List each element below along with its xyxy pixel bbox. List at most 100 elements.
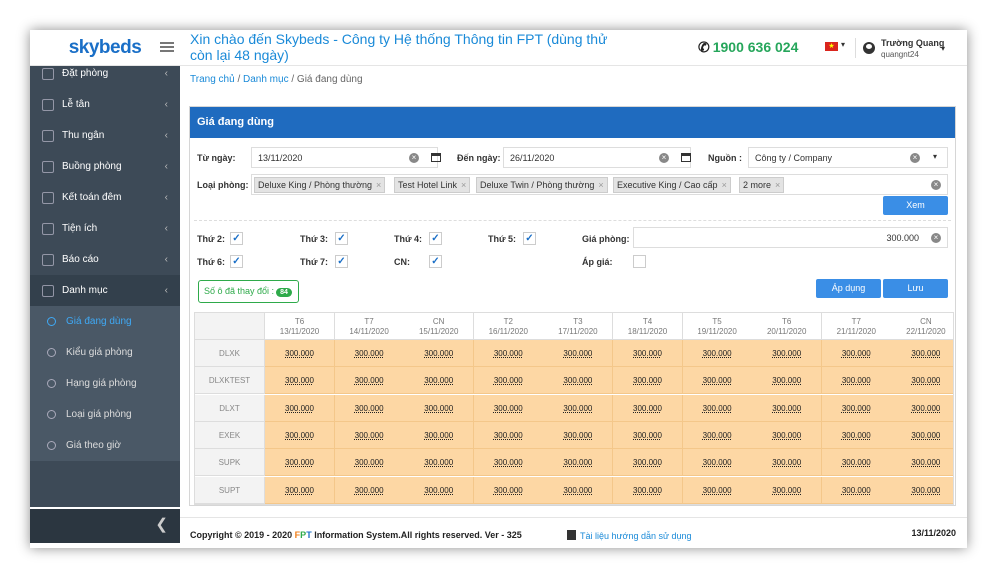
calendar-to-icon[interactable] bbox=[681, 153, 691, 162]
rate-cell[interactable]: 300.000 bbox=[404, 340, 475, 367]
rate-cell[interactable]: 300.000 bbox=[682, 449, 753, 477]
rate-cell[interactable]: 300.000 bbox=[265, 449, 335, 477]
room-type-tag[interactable]: Deluxe Twin / Phòng thường × bbox=[476, 177, 608, 193]
rate-cell[interactable]: 300.000 bbox=[473, 340, 544, 367]
clear-source-icon[interactable]: × bbox=[910, 153, 920, 163]
breadcrumb-home[interactable]: Trang chủ bbox=[190, 74, 235, 85]
rate-cell[interactable]: 300.000 bbox=[473, 449, 544, 477]
rate-cell[interactable]: 300.000 bbox=[265, 367, 335, 395]
rate-cell[interactable]: 300.000 bbox=[891, 340, 953, 367]
user-icon[interactable] bbox=[863, 42, 875, 54]
remove-tag-icon[interactable]: × bbox=[721, 180, 727, 190]
rate-cell[interactable]: 300.000 bbox=[682, 421, 753, 449]
rate-cell[interactable]: 300.000 bbox=[404, 476, 475, 504]
menu-toggle-icon[interactable] bbox=[160, 40, 174, 54]
view-button[interactable]: Xem bbox=[883, 196, 948, 215]
rate-cell[interactable]: 300.000 bbox=[682, 340, 753, 367]
clear-room-types-icon[interactable]: × bbox=[931, 180, 941, 190]
rate-cell[interactable]: 300.000 bbox=[682, 394, 753, 422]
user-guide-link[interactable]: Tài liệu hướng dẫn sử dụng bbox=[567, 530, 692, 541]
sidebar-subitem-1[interactable]: Kiểu giá phòng bbox=[30, 337, 180, 368]
rate-cell[interactable]: 300.000 bbox=[821, 367, 892, 395]
remove-tag-icon[interactable]: × bbox=[598, 180, 604, 190]
rate-cell[interactable]: 300.000 bbox=[613, 476, 683, 504]
sidebar-item-0[interactable]: Đặt phòng ‹ bbox=[30, 58, 180, 89]
sidebar-item-7[interactable]: Danh mục ‹ bbox=[30, 275, 180, 306]
rate-cell[interactable]: 300.000 bbox=[613, 367, 683, 395]
room-type-select[interactable]: Deluxe King / Phòng thường × Test Hotel Li… bbox=[251, 174, 948, 195]
day-checkbox[interactable]: ✓ bbox=[230, 232, 243, 245]
sidebar-item-4[interactable]: Kết toán đêm ‹ bbox=[30, 182, 180, 213]
source-caret-icon[interactable]: ▾ bbox=[933, 152, 938, 161]
rate-cell[interactable]: 300.000 bbox=[752, 394, 823, 422]
rate-cell[interactable]: 300.000 bbox=[334, 421, 405, 449]
rate-cell[interactable]: 300.000 bbox=[891, 421, 953, 449]
rate-cell[interactable]: 300.000 bbox=[543, 421, 614, 449]
clear-from-icon[interactable]: × bbox=[409, 153, 419, 163]
rate-cell[interactable]: 300.000 bbox=[334, 367, 405, 395]
rate-cell[interactable]: 300.000 bbox=[334, 394, 405, 422]
rate-cell[interactable]: 300.000 bbox=[682, 476, 753, 504]
remove-tag-icon[interactable]: × bbox=[461, 180, 467, 190]
rate-cell[interactable]: 300.000 bbox=[265, 340, 335, 367]
rate-cell[interactable]: 300.000 bbox=[473, 421, 544, 449]
rate-cell[interactable]: 300.000 bbox=[404, 421, 475, 449]
sidebar-subitem-4[interactable]: Giá theo giờ bbox=[30, 430, 180, 461]
sidebar-subitem-0[interactable]: Giá đang dùng bbox=[30, 306, 180, 337]
sidebar-item-5[interactable]: Tiện ích ‹ bbox=[30, 213, 180, 244]
rate-cell[interactable]: 300.000 bbox=[891, 367, 953, 395]
rate-cell[interactable]: 300.000 bbox=[752, 449, 823, 477]
remove-tag-icon[interactable]: × bbox=[775, 180, 781, 190]
rate-cell[interactable]: 300.000 bbox=[543, 340, 614, 367]
clear-to-icon[interactable]: × bbox=[659, 153, 669, 163]
language-caret-icon[interactable]: ▾ bbox=[841, 40, 846, 49]
rate-cell[interactable]: 300.000 bbox=[891, 394, 953, 422]
rate-cell[interactable]: 300.000 bbox=[543, 476, 614, 504]
rate-cell[interactable]: 300.000 bbox=[613, 449, 683, 477]
rate-cell[interactable]: 300.000 bbox=[821, 476, 892, 504]
skybeds-logo[interactable]: skybeds bbox=[68, 37, 142, 58]
rate-cell[interactable]: 300.000 bbox=[821, 394, 892, 422]
breadcrumb-category[interactable]: Danh mục bbox=[243, 74, 289, 85]
rate-cell[interactable]: 300.000 bbox=[334, 340, 405, 367]
rate-cell[interactable]: 300.000 bbox=[613, 340, 683, 367]
rate-cell[interactable]: 300.000 bbox=[265, 421, 335, 449]
sidebar-collapse-button[interactable]: ❮ bbox=[30, 509, 180, 543]
rate-cell[interactable]: 300.000 bbox=[821, 340, 892, 367]
day-checkbox[interactable]: ✓ bbox=[429, 232, 442, 245]
day-checkbox[interactable]: ✓ bbox=[335, 232, 348, 245]
rate-cell[interactable]: 300.000 bbox=[891, 476, 953, 504]
rate-cell[interactable]: 300.000 bbox=[543, 367, 614, 395]
rate-cell[interactable]: 300.000 bbox=[473, 476, 544, 504]
rate-cell[interactable]: 300.000 bbox=[543, 449, 614, 477]
remove-tag-icon[interactable]: × bbox=[376, 180, 382, 190]
sidebar-item-2[interactable]: Thu ngân ‹ bbox=[30, 120, 180, 151]
rate-cell[interactable]: 300.000 bbox=[821, 449, 892, 477]
rate-cell[interactable]: 300.000 bbox=[891, 449, 953, 477]
rate-cell[interactable]: 300.000 bbox=[404, 449, 475, 477]
room-type-tag[interactable]: Deluxe King / Phòng thường × bbox=[254, 177, 386, 193]
from-date-input[interactable]: 13/11/2020 bbox=[251, 147, 438, 168]
user-name[interactable]: Trường Quang bbox=[881, 38, 945, 48]
rate-cell[interactable]: 300.000 bbox=[613, 421, 683, 449]
rate-cell[interactable]: 300.000 bbox=[473, 367, 544, 395]
rate-cell[interactable]: 300.000 bbox=[682, 367, 753, 395]
price-input[interactable]: 300.000 bbox=[633, 227, 948, 248]
rate-cell[interactable]: 300.000 bbox=[334, 449, 405, 477]
rate-cell[interactable]: 300.000 bbox=[404, 367, 475, 395]
day-checkbox[interactable]: ✓ bbox=[335, 255, 348, 268]
room-type-tag[interactable]: Test Hotel Link × bbox=[394, 177, 471, 193]
vietnam-flag-icon[interactable]: ★ bbox=[825, 42, 838, 51]
rate-cell[interactable]: 300.000 bbox=[752, 476, 823, 504]
rate-cell[interactable]: 300.000 bbox=[543, 394, 614, 422]
user-menu-caret-icon[interactable]: ▾ bbox=[941, 44, 946, 53]
room-type-tag[interactable]: 2 more × bbox=[739, 177, 785, 193]
sidebar-subitem-2[interactable]: Hạng giá phòng bbox=[30, 368, 180, 399]
day-checkbox[interactable]: ✓ bbox=[429, 255, 442, 268]
save-button[interactable]: Lưu bbox=[883, 279, 948, 298]
rate-cell[interactable]: 300.000 bbox=[613, 394, 683, 422]
clear-price-icon[interactable]: × bbox=[931, 233, 941, 243]
rate-cell[interactable]: 300.000 bbox=[265, 394, 335, 422]
rate-cell[interactable]: 300.000 bbox=[821, 421, 892, 449]
rate-cell[interactable]: 300.000 bbox=[752, 340, 823, 367]
